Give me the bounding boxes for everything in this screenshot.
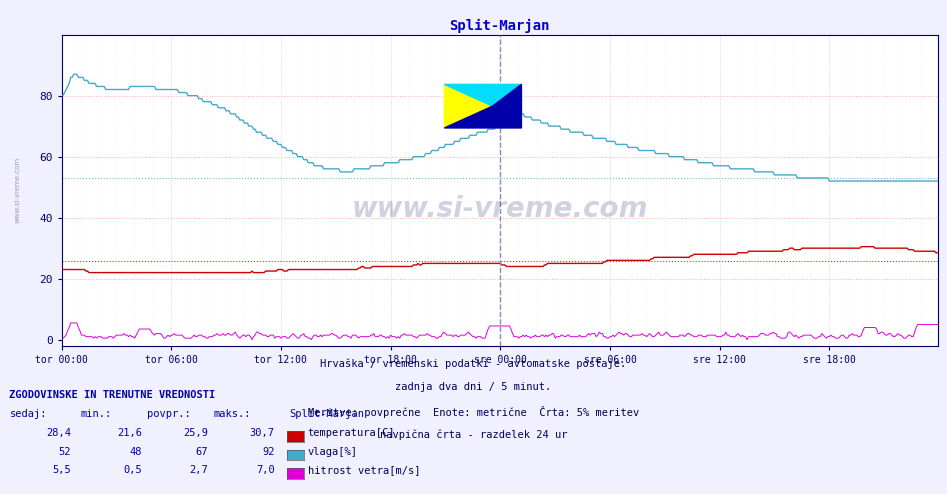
Text: povpr.:: povpr.: [147, 409, 190, 419]
Text: min.:: min.: [80, 409, 112, 419]
Text: vlaga[%]: vlaga[%] [308, 447, 358, 456]
Text: temperatura[C]: temperatura[C] [308, 428, 395, 438]
Text: 21,6: 21,6 [117, 428, 142, 438]
Text: Split-Marjan: Split-Marjan [289, 409, 364, 419]
Text: zadnja dva dni / 5 minut.: zadnja dva dni / 5 minut. [396, 382, 551, 392]
Text: 25,9: 25,9 [184, 428, 208, 438]
Title: Split-Marjan: Split-Marjan [449, 19, 550, 34]
Text: 52: 52 [59, 447, 71, 456]
Polygon shape [444, 84, 522, 128]
Text: 48: 48 [130, 447, 142, 456]
Polygon shape [444, 84, 522, 106]
Text: ZGODOVINSKE IN TRENUTNE VREDNOSTI: ZGODOVINSKE IN TRENUTNE VREDNOSTI [9, 390, 216, 400]
Text: 28,4: 28,4 [46, 428, 71, 438]
Text: sedaj:: sedaj: [9, 409, 47, 419]
Text: 30,7: 30,7 [250, 428, 275, 438]
Text: 7,0: 7,0 [256, 465, 275, 475]
Text: Meritve: povprečne  Enote: metrične  Črta: 5% meritev: Meritve: povprečne Enote: metrične Črta:… [308, 406, 639, 417]
Text: www.si-vreme.com: www.si-vreme.com [15, 157, 21, 223]
Text: maks.:: maks.: [213, 409, 251, 419]
Text: hitrost vetra[m/s]: hitrost vetra[m/s] [308, 465, 420, 475]
Text: 2,7: 2,7 [189, 465, 208, 475]
Text: www.si-vreme.com: www.si-vreme.com [351, 195, 648, 223]
Text: 67: 67 [196, 447, 208, 456]
Text: navpična črta - razdelek 24 ur: navpična črta - razdelek 24 ur [380, 429, 567, 440]
Text: 0,5: 0,5 [123, 465, 142, 475]
Polygon shape [444, 84, 492, 128]
Text: 5,5: 5,5 [52, 465, 71, 475]
Text: 92: 92 [262, 447, 275, 456]
Text: Hrvaška / vremenski podatki - avtomatske postaje.: Hrvaška / vremenski podatki - avtomatske… [320, 358, 627, 369]
